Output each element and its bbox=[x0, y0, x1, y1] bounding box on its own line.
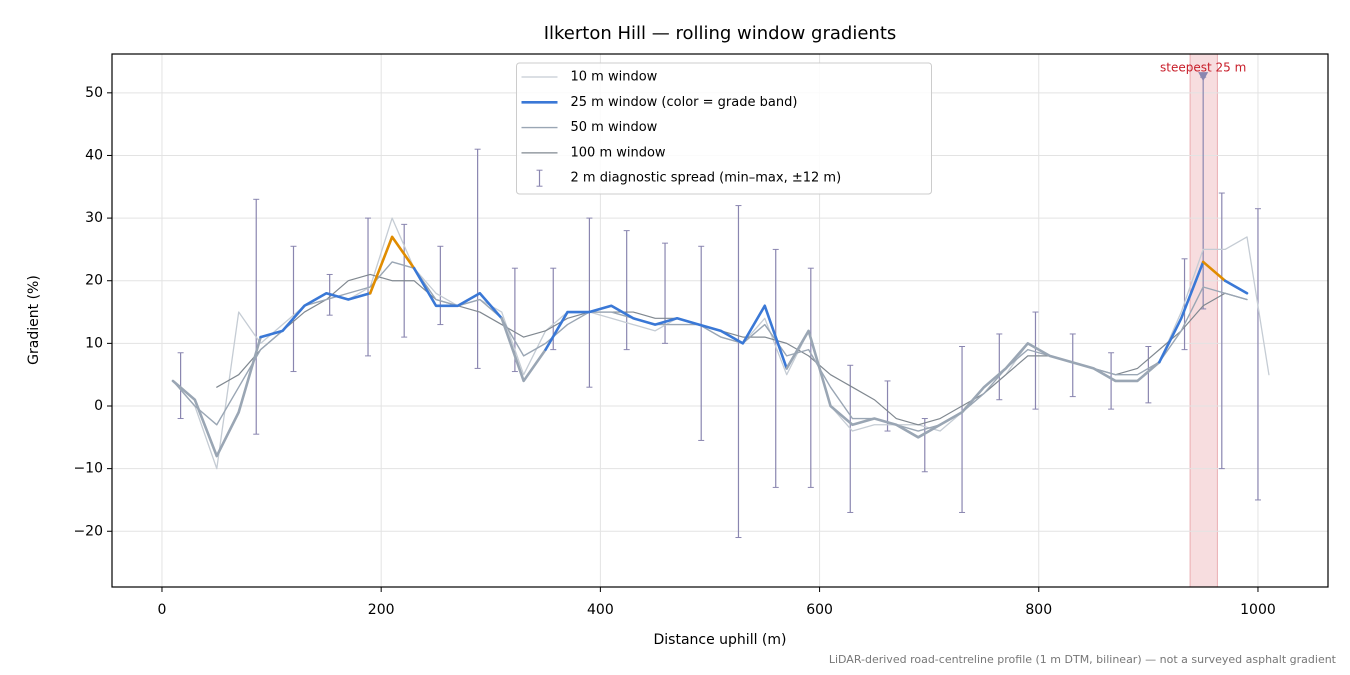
y-axis-label: Gradient (%) bbox=[26, 275, 42, 365]
x-axis-label: Distance uphill (m) bbox=[654, 632, 787, 648]
x-tick-label: 1000 bbox=[1240, 602, 1276, 618]
series-line bbox=[785, 329, 1161, 439]
x-tick-label: 400 bbox=[587, 602, 614, 618]
plot-frame bbox=[111, 53, 1329, 588]
series-line bbox=[1201, 260, 1227, 283]
series-line bbox=[500, 317, 547, 383]
series-line bbox=[1223, 279, 1249, 295]
legend-label: 10 m window bbox=[571, 70, 658, 85]
legend-label: 100 m window bbox=[571, 145, 666, 160]
x-tick-label: 200 bbox=[368, 602, 395, 618]
y-tick-label: 0 bbox=[94, 398, 103, 414]
series-line bbox=[368, 235, 416, 295]
annotation-label: steepest 25 m bbox=[1160, 61, 1246, 75]
legend-box bbox=[516, 62, 932, 195]
x-tick-label: 800 bbox=[1025, 602, 1052, 618]
series-line bbox=[216, 273, 1248, 426]
y-tick-label: −20 bbox=[73, 523, 103, 539]
series-line bbox=[544, 304, 788, 370]
legend-label: 2 m diagnostic spread (min–max, ±12 m) bbox=[571, 171, 842, 186]
y-tick-label: 40 bbox=[85, 147, 103, 163]
legend: 10 m window 25 m window (color = grade ba… bbox=[516, 62, 932, 195]
series-line bbox=[1158, 260, 1205, 364]
y-tick-label: 30 bbox=[85, 210, 103, 226]
legend-label: 25 m window (color = grade band) bbox=[571, 95, 798, 110]
steepest-marker bbox=[1198, 72, 1209, 82]
y-tick-label: 50 bbox=[85, 85, 103, 101]
legend-label: 50 m window bbox=[571, 120, 658, 135]
series-line bbox=[412, 266, 504, 320]
series-line bbox=[171, 335, 262, 458]
y-tick-label: 20 bbox=[85, 273, 103, 289]
series-line bbox=[259, 291, 372, 339]
y-tick-label: 10 bbox=[85, 335, 103, 351]
y-tick-label: −10 bbox=[73, 461, 103, 477]
chart-title: Ilkerton Hill — rolling window gradients bbox=[544, 23, 897, 44]
footnote: LiDAR-derived road-centreline profile (1… bbox=[829, 653, 1337, 666]
x-tick-label: 600 bbox=[806, 602, 833, 618]
x-tick-label: 0 bbox=[158, 602, 167, 618]
